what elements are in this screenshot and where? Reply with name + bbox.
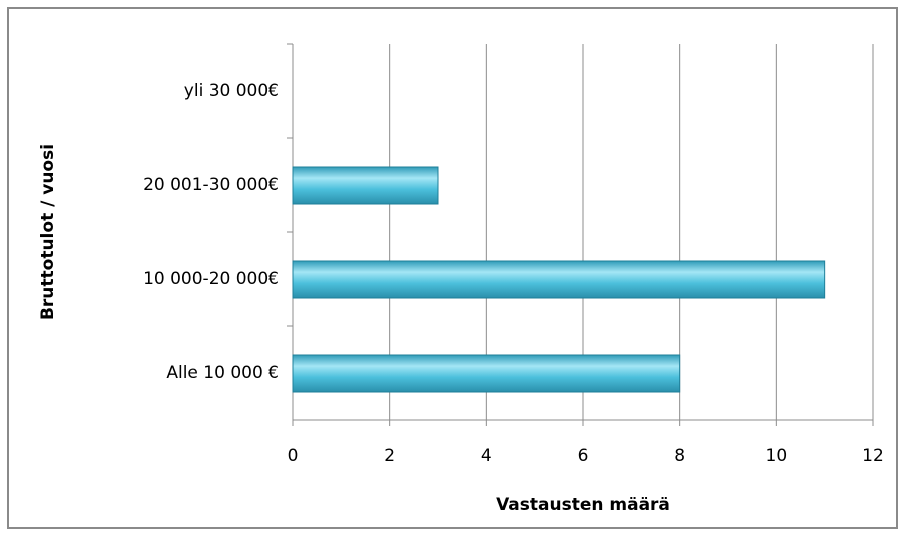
x-tick-label: 4 — [481, 446, 492, 466]
y-tick-label: 20 001-30 000€ — [143, 175, 279, 195]
x-tick-label: 12 — [862, 446, 884, 466]
y-axis-title: Bruttotulot / vuosi — [38, 144, 58, 320]
x-tick-label: 10 — [766, 446, 788, 466]
y-tick-label: 10 000-20 000€ — [143, 269, 279, 289]
x-tick-label: 8 — [674, 446, 685, 466]
x-tick-label: 6 — [578, 446, 589, 466]
bar — [292, 260, 826, 299]
bar — [292, 166, 439, 205]
bar — [292, 354, 681, 393]
x-tick-label: 0 — [288, 446, 299, 466]
x-tick-label: 2 — [384, 446, 395, 466]
y-tick-label: Alle 10 000 € — [166, 363, 279, 383]
y-tick-label: yli 30 000€ — [184, 81, 279, 101]
x-axis-title: Vastausten määrä — [496, 495, 670, 515]
